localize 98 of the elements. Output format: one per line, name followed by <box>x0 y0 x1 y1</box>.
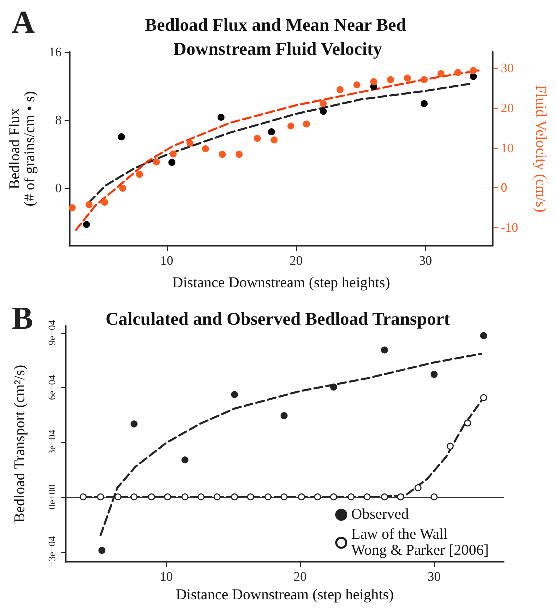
point <box>280 412 288 420</box>
point <box>186 140 194 147</box>
point <box>336 86 344 94</box>
point <box>264 494 272 501</box>
point <box>202 146 210 152</box>
x-axis-title: Distance Downstream (step heights) <box>176 588 394 604</box>
point <box>480 394 488 402</box>
point <box>320 100 327 108</box>
point <box>420 76 428 84</box>
y-tick-label: −3e−04 <box>48 536 58 568</box>
point <box>330 494 338 501</box>
point <box>330 384 338 391</box>
point <box>454 69 462 76</box>
point <box>83 221 90 228</box>
point <box>247 494 254 501</box>
point <box>130 420 138 428</box>
point <box>118 134 126 141</box>
point <box>119 185 126 192</box>
point <box>404 74 412 82</box>
point <box>480 332 488 340</box>
point <box>470 67 478 74</box>
y2-tick-label: 0 <box>501 180 508 196</box>
y2-tick-label: 20 <box>501 100 514 116</box>
point <box>231 494 238 501</box>
point <box>198 494 205 501</box>
y2-axis-title: Fluid Velocity (cm/s) <box>532 85 548 213</box>
point <box>130 494 138 501</box>
point <box>68 204 76 212</box>
legend-label: Law of the Wall Wong & Parker [2006] <box>351 527 490 559</box>
point <box>182 456 189 464</box>
point <box>314 494 322 501</box>
point <box>219 151 226 158</box>
point <box>303 120 310 128</box>
point <box>387 76 394 84</box>
point <box>446 442 454 450</box>
point <box>214 494 221 501</box>
x-tick-label: 10 <box>160 569 173 584</box>
point <box>470 73 478 80</box>
chart-title: Calculated and Observed Bedload Transport <box>106 309 450 329</box>
point <box>136 171 144 178</box>
y2-tick-label: 30 <box>501 60 514 76</box>
point <box>348 494 355 501</box>
point <box>182 494 189 501</box>
point <box>397 494 404 501</box>
point <box>98 547 106 554</box>
point <box>420 100 428 108</box>
point <box>381 346 388 354</box>
x-tick-label: 30 <box>419 253 432 268</box>
line-series <box>75 70 480 232</box>
point <box>381 494 388 501</box>
y2-tick-label: -10 <box>501 220 518 236</box>
point <box>288 122 295 130</box>
text: B <box>12 300 34 336</box>
point <box>370 78 378 86</box>
point <box>364 494 371 501</box>
x-tick-label: 10 <box>160 253 174 268</box>
y-axis-title: Bedload Flux (# of grains/cm • s) <box>8 91 38 207</box>
point <box>168 159 176 166</box>
point <box>164 494 172 501</box>
point <box>464 420 472 427</box>
point <box>430 494 438 501</box>
point <box>354 82 361 89</box>
legend-label: Observed <box>351 507 410 523</box>
y-tick-label: 16 <box>48 44 62 60</box>
point <box>101 198 108 206</box>
x-tick-label: 20 <box>294 569 307 584</box>
point <box>80 494 87 501</box>
point <box>298 494 306 501</box>
y-tick-label: 9e−04 <box>48 320 58 346</box>
point <box>270 136 278 144</box>
y-tick-label: 3e−04 <box>48 430 58 455</box>
point <box>438 70 445 78</box>
point <box>86 201 93 208</box>
chart-title: Bedload Flux and Mean Near Bed Downstream Fluid Velocity <box>145 15 411 59</box>
x-axis-title: Distance Downstream (step heights) <box>172 276 390 292</box>
point <box>114 494 122 501</box>
point <box>218 114 225 122</box>
y2-tick-label: 10 <box>501 140 514 156</box>
point <box>153 158 160 166</box>
point <box>414 484 422 492</box>
point <box>320 108 327 116</box>
point <box>170 150 177 158</box>
y-tick-label: 8 <box>55 112 62 128</box>
point <box>430 371 438 378</box>
point <box>148 494 156 501</box>
point <box>280 494 288 501</box>
point <box>231 391 238 398</box>
point <box>236 151 243 158</box>
y-tick-label: 0e+00 <box>48 484 58 510</box>
y-axis-title: Bedload Transport (cm²/s) <box>12 365 28 523</box>
point <box>268 128 276 136</box>
x-tick-label: 30 <box>428 569 441 584</box>
point <box>254 135 262 142</box>
point <box>97 494 104 501</box>
x-tick-label: 20 <box>290 253 303 268</box>
y-tick-label: 0 <box>55 180 62 196</box>
text: A <box>12 4 36 40</box>
y-tick-label: 6e−04 <box>48 375 58 400</box>
